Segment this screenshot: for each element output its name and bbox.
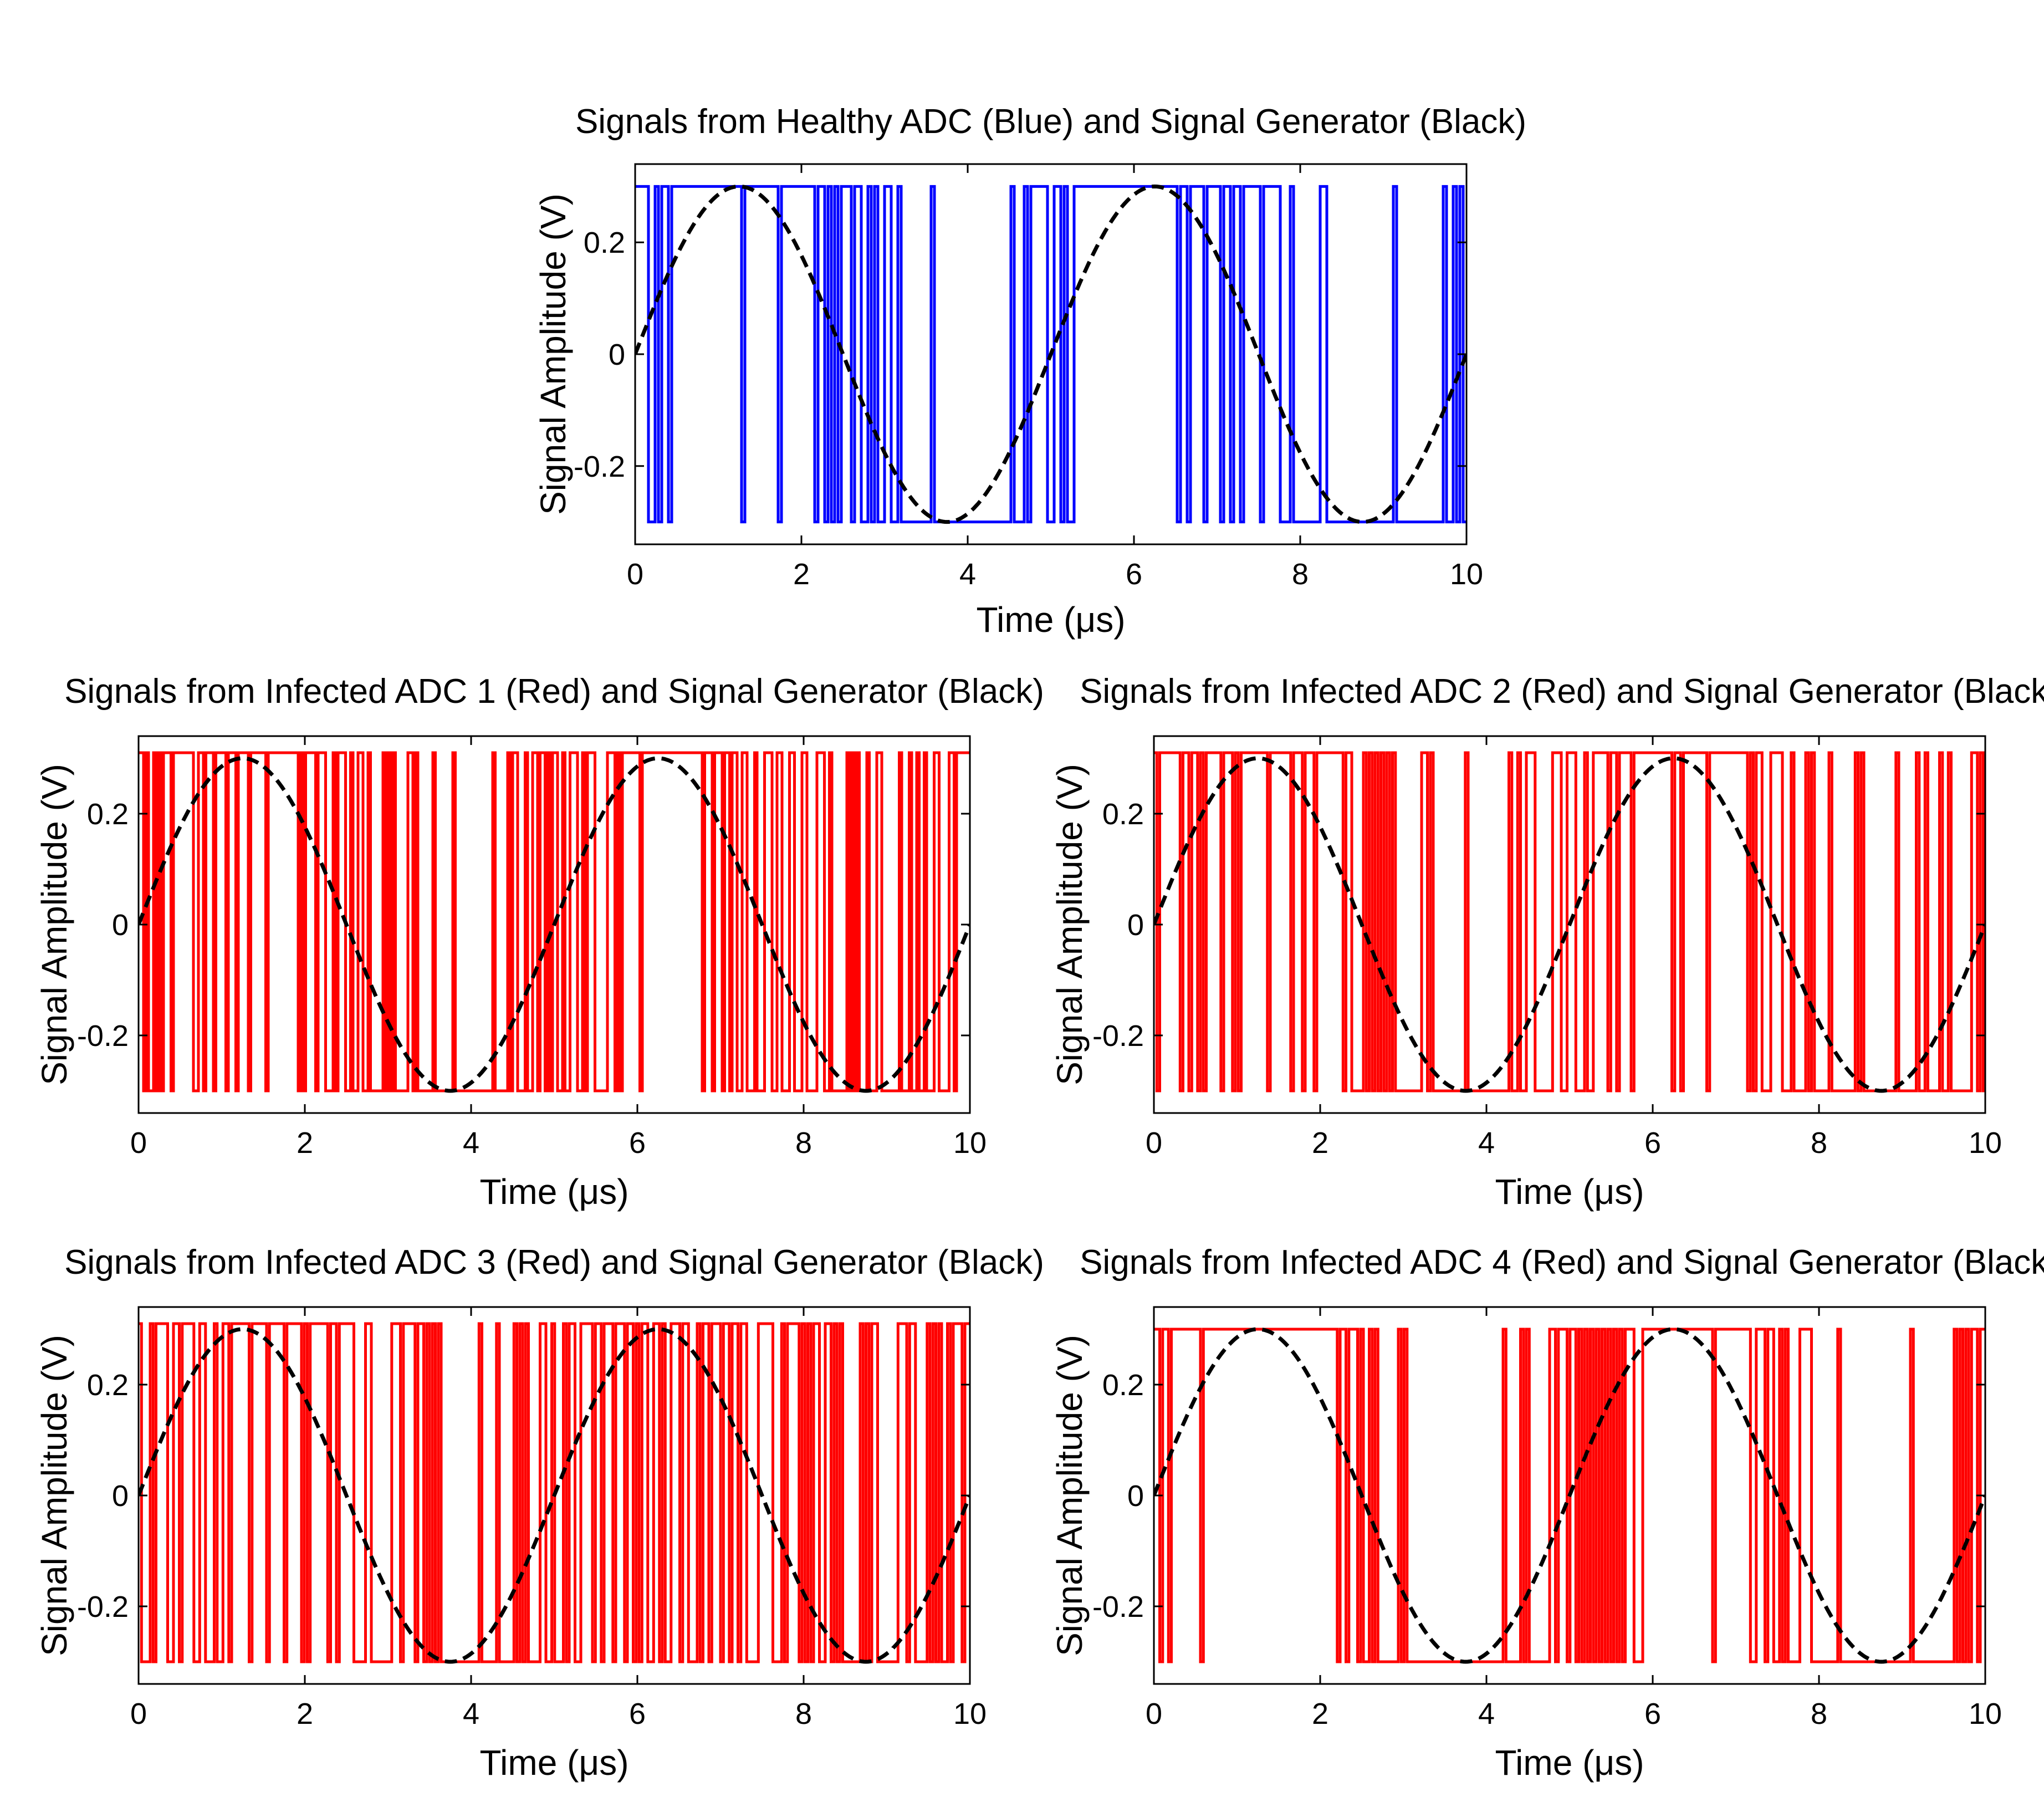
x-tick-label: 4 <box>463 1126 479 1160</box>
y-tick-label: -0.2 <box>1092 1590 1144 1624</box>
panel-infected-1: Signals from Infected ADC 1 (Red) and Si… <box>34 672 1044 1212</box>
y-tick-label: -0.2 <box>574 450 625 483</box>
plot-area <box>1154 1327 1985 1664</box>
x-tick-label: 8 <box>1811 1697 1827 1730</box>
x-tick-label: 6 <box>629 1126 646 1160</box>
y-tick-label: -0.2 <box>77 1019 129 1053</box>
y-tick-label: 0.2 <box>87 798 129 831</box>
x-tick-label: 2 <box>1312 1126 1328 1160</box>
x-tick-label: 6 <box>1126 558 1142 591</box>
y-tick-label: 0.2 <box>87 1369 129 1402</box>
x-axis-label: Time (μs) <box>976 600 1125 640</box>
x-tick-label: 10 <box>1450 558 1483 591</box>
y-tick-label: 0 <box>112 1479 129 1513</box>
x-tick-label: 0 <box>130 1126 147 1160</box>
x-tick-label: 2 <box>297 1697 313 1730</box>
x-tick-label: 6 <box>1644 1126 1661 1160</box>
signal-generator-series <box>635 184 1466 524</box>
signal-generator-series <box>139 756 970 1093</box>
y-tick-label: 0 <box>1127 908 1144 942</box>
x-axis-label: Time (μs) <box>1495 1743 1644 1783</box>
plot-area <box>139 1322 970 1664</box>
y-axis-label: Signal Amplitude (V) <box>34 1335 74 1656</box>
x-axis-label: Time (μs) <box>479 1172 628 1212</box>
y-tick-label: -0.2 <box>1092 1019 1144 1053</box>
signal-generator-series <box>1154 1327 1985 1664</box>
plot-area <box>139 751 970 1093</box>
x-axis-label: Time (μs) <box>479 1743 628 1783</box>
signal-generator-series <box>139 1327 970 1664</box>
x-tick-label: 10 <box>1969 1126 2002 1160</box>
adc-output-series <box>1154 751 1985 1093</box>
plot-area <box>1154 751 1985 1093</box>
x-tick-label: 0 <box>1146 1126 1162 1160</box>
y-tick-label: 0 <box>112 908 129 942</box>
adc-output-series <box>1154 1328 1985 1663</box>
x-tick-label: 0 <box>627 558 643 591</box>
x-tick-label: 4 <box>959 558 976 591</box>
x-tick-label: 8 <box>795 1126 812 1160</box>
x-axis-label: Time (μs) <box>1495 1172 1644 1212</box>
y-tick-label: 0.2 <box>1102 1369 1144 1402</box>
y-axis-label: Signal Amplitude (V) <box>1050 764 1090 1085</box>
x-tick-label: 0 <box>1146 1697 1162 1730</box>
x-tick-label: 2 <box>793 558 810 591</box>
panel-title: Signals from Infected ADC 1 (Red) and Si… <box>64 672 1044 711</box>
x-tick-label: 2 <box>1312 1697 1328 1730</box>
x-tick-label: 8 <box>1292 558 1309 591</box>
y-tick-label: 0.2 <box>1102 798 1144 831</box>
x-tick-label: 4 <box>463 1697 479 1730</box>
panel-title: Signals from Healthy ADC (Blue) and Sign… <box>575 103 1526 141</box>
x-tick-label: 0 <box>130 1697 147 1730</box>
y-tick-label: 0 <box>1127 1479 1144 1513</box>
x-tick-label: 8 <box>1811 1126 1827 1160</box>
y-axis-label: Signal Amplitude (V) <box>533 193 573 515</box>
panel-infected-2: Signals from Infected ADC 2 (Red) and Si… <box>1050 672 2044 1212</box>
x-tick-label: 6 <box>1644 1697 1661 1730</box>
x-tick-label: 10 <box>953 1697 987 1730</box>
adc-output-series <box>139 751 970 1093</box>
y-axis-label: Signal Amplitude (V) <box>34 764 74 1085</box>
x-tick-label: 4 <box>1478 1126 1495 1160</box>
adc-output-series <box>139 1322 970 1663</box>
signal-generator-series <box>1154 756 1985 1093</box>
panel-infected-4: Signals from Infected ADC 4 (Red) and Si… <box>1050 1243 2044 1783</box>
panel-title: Signals from Infected ADC 4 (Red) and Si… <box>1080 1243 2044 1282</box>
x-tick-label: 6 <box>629 1697 646 1730</box>
panel-title: Signals from Infected ADC 3 (Red) and Si… <box>64 1243 1044 1282</box>
panel-healthy: Signals from Healthy ADC (Blue) and Sign… <box>533 103 1526 640</box>
x-tick-label: 8 <box>795 1697 812 1730</box>
plot-area <box>635 184 1466 524</box>
panel-title: Signals from Infected ADC 2 (Red) and Si… <box>1080 672 2044 711</box>
y-axis-label: Signal Amplitude (V) <box>1050 1335 1090 1656</box>
y-tick-label: 0 <box>609 338 625 371</box>
x-tick-label: 10 <box>1969 1697 2002 1730</box>
panel-infected-3: Signals from Infected ADC 3 (Red) and Si… <box>34 1243 1044 1783</box>
x-tick-label: 10 <box>953 1126 987 1160</box>
adc-output-series <box>635 185 1466 524</box>
x-tick-label: 4 <box>1478 1697 1495 1730</box>
x-tick-label: 2 <box>297 1126 313 1160</box>
y-tick-label: -0.2 <box>77 1590 129 1624</box>
y-tick-label: 0.2 <box>584 226 625 259</box>
